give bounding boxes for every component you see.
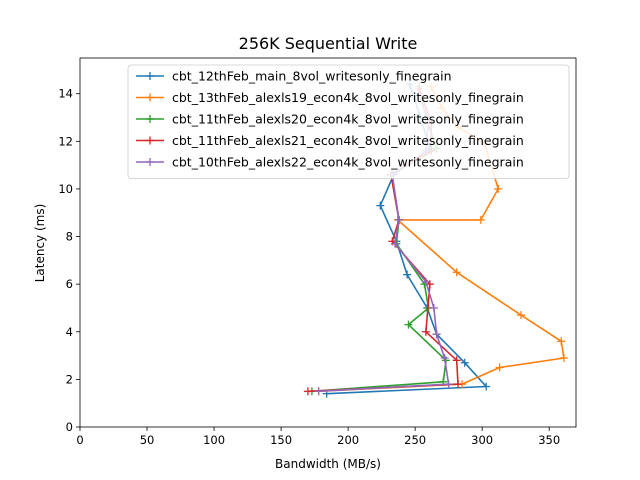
data-point-marker: [460, 358, 469, 367]
y-tick-label: 0: [66, 420, 73, 434]
chart-title: 256K Sequential Write: [239, 34, 418, 53]
legend-entry: cbt_11thFeb_alexls20_econ4k_8vol_writeso…: [136, 112, 524, 127]
data-point-marker: [429, 303, 438, 312]
x-tick-label: 100: [203, 433, 225, 447]
legend-label: cbt_13thFeb_alexls19_econ4k_8vol_writeso…: [172, 90, 524, 105]
x-tick-label: 150: [270, 433, 292, 447]
data-point-marker: [421, 327, 430, 336]
legend-entry: cbt_11thFeb_alexls21_econ4k_8vol_writeso…: [136, 133, 524, 148]
data-point-marker: [395, 215, 404, 224]
data-point-marker: [476, 215, 485, 224]
data-point-marker: [444, 380, 453, 389]
y-axis-label: Latency (ms): [33, 204, 47, 283]
data-point-marker: [495, 363, 504, 372]
data-point-marker: [391, 239, 400, 248]
data-point-marker: [482, 382, 491, 391]
axes-frame: [79, 57, 577, 428]
legend-label: cbt_11thFeb_alexls21_econ4k_8vol_writeso…: [172, 133, 524, 148]
x-axis-label: Bandwidth (MB/s): [275, 457, 381, 471]
data-point-marker: [303, 387, 312, 396]
y-tick-label: 2: [66, 372, 73, 386]
data-point-marker: [403, 270, 412, 279]
data-point-marker: [557, 337, 566, 346]
data-point-marker: [432, 330, 441, 339]
y-tick-label: 10: [58, 182, 73, 196]
x-tick-label: 200: [337, 433, 359, 447]
data-point-marker: [404, 320, 413, 329]
legend-label: cbt_10thFeb_alexls22_econ4k_8vol_writeso…: [172, 155, 524, 170]
y-tick-label: 14: [58, 87, 73, 101]
data-point-marker: [517, 311, 526, 320]
legend: cbt_12thFeb_main_8vol_writesonly_finegra…: [127, 64, 570, 179]
data-point-marker: [559, 353, 568, 362]
data-point-marker: [494, 184, 503, 193]
y-tick-label: 4: [66, 325, 73, 339]
legend-box: [127, 64, 570, 179]
y-tick-label: 6: [66, 277, 73, 291]
data-point-marker: [452, 268, 461, 277]
x-tick-label: 50: [140, 433, 155, 447]
data-point-marker: [421, 277, 430, 286]
x-tick-label: 350: [538, 433, 560, 447]
x-tick-label: 0: [76, 433, 83, 447]
legend-entry: cbt_10thFeb_alexls22_econ4k_8vol_writeso…: [136, 155, 524, 170]
legend-label: cbt_11thFeb_alexls20_econ4k_8vol_writeso…: [172, 112, 524, 127]
y-tick-label: 12: [58, 134, 73, 148]
data-point-marker: [440, 353, 449, 362]
data-point-marker: [376, 201, 385, 210]
data-point-marker: [452, 356, 461, 365]
legend-label: cbt_12thFeb_main_8vol_writesonly_finegra…: [172, 69, 452, 84]
data-point-marker: [454, 380, 463, 389]
y-tick-label: 8: [66, 230, 73, 244]
data-point-marker: [314, 387, 323, 396]
legend-entry: cbt_13thFeb_alexls19_econ4k_8vol_writeso…: [136, 90, 524, 105]
legend-entry: cbt_12thFeb_main_8vol_writesonly_finegra…: [136, 69, 452, 84]
x-tick-label: 300: [471, 433, 493, 447]
x-tick-label: 250: [404, 433, 426, 447]
